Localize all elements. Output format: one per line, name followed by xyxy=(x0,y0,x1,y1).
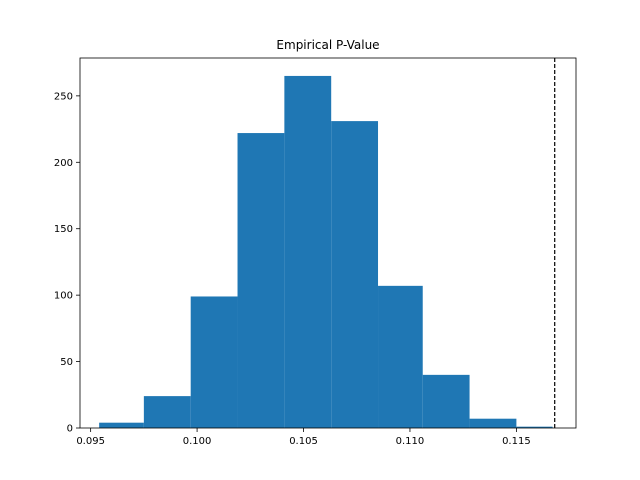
y-tick-label: 100 xyxy=(54,291,73,302)
histogram-bar-7 xyxy=(378,285,423,428)
histogram-bar-8 xyxy=(422,374,470,428)
x-axis-ticks: 0.095 0.100 0.105 0.110 0.115 xyxy=(76,428,531,447)
x-tick-label: 0.105 xyxy=(289,436,318,447)
x-tick-label: 0.110 xyxy=(396,436,425,447)
x-tick-label: 0.115 xyxy=(502,436,531,447)
y-tick-label: 150 xyxy=(54,224,73,235)
y-tick-label: 250 xyxy=(54,91,73,102)
x-tick-label: 0.100 xyxy=(183,436,212,447)
histogram-bar-4 xyxy=(237,133,285,428)
y-tick-label: 0 xyxy=(67,424,73,435)
y-tick-label: 50 xyxy=(60,357,73,368)
histogram-bar-6 xyxy=(331,121,379,428)
chart-title: Empirical P-Value xyxy=(276,38,379,52)
histogram-bar-3 xyxy=(190,296,238,428)
histogram-bar-9 xyxy=(469,418,517,428)
bars-group xyxy=(99,75,553,429)
histogram-bar-1 xyxy=(99,422,144,428)
histogram-bar-5 xyxy=(284,75,332,429)
plot-frame xyxy=(79,57,577,429)
y-axis-ticks: 0 50 100 150 200 250 xyxy=(54,91,80,435)
y-tick-label: 200 xyxy=(54,158,73,169)
histogram-bar-10 xyxy=(516,426,553,428)
x-tick-label: 0.095 xyxy=(76,436,105,447)
histogram-bar-2 xyxy=(143,396,191,428)
